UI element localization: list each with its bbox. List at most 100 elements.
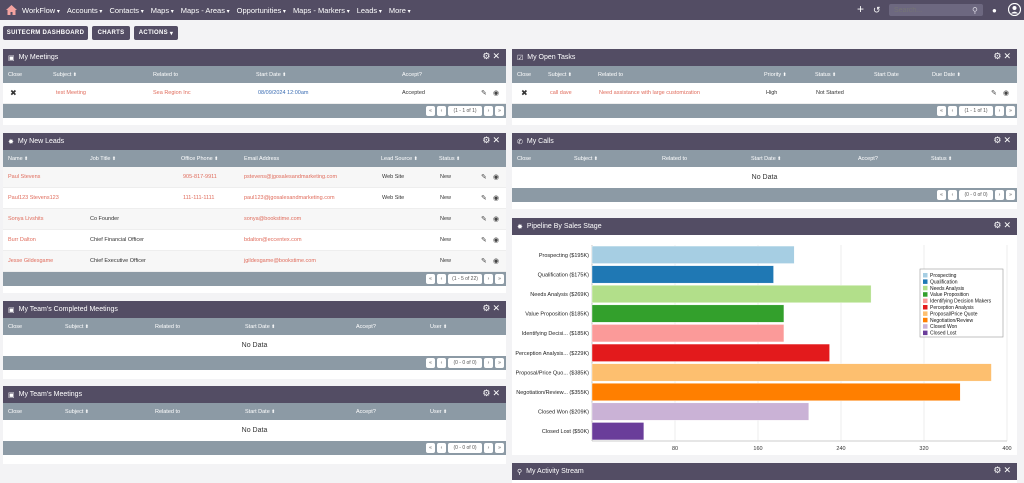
view-icon[interactable]: ◉ [493,174,500,181]
dashlet-controls[interactable]: ⚙✕ [993,220,1013,230]
first-page-button[interactable]: « [937,106,946,116]
last-page-button[interactable]: » [1006,190,1015,200]
prev-page-button[interactable]: ‹ [948,106,957,116]
view-icon[interactable]: ◉ [493,237,500,244]
col-subject[interactable]: Subject [548,72,572,78]
col-lead-source[interactable]: Lead Source [381,156,418,162]
view-icon[interactable]: ◉ [493,90,500,97]
col-subject[interactable]: Subject [65,409,89,415]
col-status[interactable]: Status [815,72,836,78]
col-office-phone[interactable]: Office Phone [181,156,218,162]
dashboard-tab-button[interactable]: SUITECRM DASHBOARD [3,26,88,40]
email-link[interactable]: sonya@bookstime.com [244,216,302,222]
col-name[interactable]: Name [8,156,28,162]
view-icon[interactable]: ◉ [1003,90,1010,97]
last-page-button[interactable]: » [495,443,504,453]
nav-workflow[interactable]: WorkFlow [22,6,60,15]
prev-page-button[interactable]: ‹ [437,443,446,453]
col-subject[interactable]: Subject [65,324,89,330]
history-icon[interactable]: ↺ [873,5,881,15]
nav-maps-markers[interactable]: Maps - Markers [293,6,350,15]
email-link[interactable]: paul123@jgosalesandmarketing.com [244,195,335,201]
dashlet-controls[interactable]: ⚙✕ [482,388,502,398]
last-page-button[interactable]: » [495,358,504,368]
nav-maps-areas[interactable]: Maps - Areas [181,6,230,15]
first-page-button[interactable]: « [426,106,435,116]
nav-maps[interactable]: Maps [151,6,174,15]
prev-page-button[interactable]: ‹ [948,190,957,200]
plus-icon[interactable]: + [857,2,865,16]
col-start-date[interactable]: Start Date [751,156,781,162]
prev-page-button[interactable]: ‹ [437,106,446,116]
last-page-button[interactable]: » [495,274,504,284]
col-job-title[interactable]: Job Title [90,156,116,162]
next-page-button[interactable]: › [484,443,493,453]
dashlet-controls[interactable]: ⚙✕ [482,51,502,61]
edit-icon[interactable]: ✎ [991,90,997,97]
next-page-button[interactable]: › [484,274,493,284]
dashlet-controls[interactable]: ⚙✕ [993,51,1013,61]
view-icon[interactable]: ◉ [493,195,500,202]
search-input[interactable] [889,4,983,16]
dashlet-controls[interactable]: ⚙✕ [482,303,502,313]
office-phone[interactable]: 905-817-9911 [183,174,217,180]
next-page-button[interactable]: › [484,106,493,116]
email-link[interactable]: bdalton@eccentex.com [244,237,302,243]
task-subject-link[interactable]: call dave [550,90,572,96]
next-page-button[interactable]: › [995,190,1004,200]
office-phone[interactable]: 111-111-1111 [183,195,215,201]
edit-icon[interactable]: ✎ [481,195,487,202]
nav-contacts[interactable]: Contacts [109,6,143,15]
view-icon[interactable]: ◉ [493,258,500,265]
close-icon[interactable]: ✖ [10,88,17,98]
first-page-button[interactable]: « [426,358,435,368]
col-priority[interactable]: Priority [764,72,787,78]
lead-name-link[interactable]: Paul123 Stevens123 [8,195,59,201]
charts-button[interactable]: CHARTS [92,26,130,40]
dashlet-controls[interactable]: ⚙✕ [993,465,1013,475]
edit-icon[interactable]: ✎ [481,237,487,244]
col-status[interactable]: Status [439,156,460,162]
related-link[interactable]: Sea Region Inc [153,90,191,96]
dashlet-controls[interactable]: ⚙✕ [993,135,1013,145]
col-start-date[interactable]: Start Date [245,409,275,415]
lead-name-link[interactable]: Jesse Gildesgame [8,258,54,264]
nav-leads[interactable]: Leads [357,6,382,15]
next-page-button[interactable]: › [484,358,493,368]
lead-name-link[interactable]: Sonya Livshits [8,216,44,222]
col-status[interactable]: Status [931,156,952,162]
edit-icon[interactable]: ✎ [481,216,487,223]
view-icon[interactable]: ◉ [493,216,500,223]
col-start-date[interactable]: Start Date [256,72,286,78]
prev-page-button[interactable]: ‹ [437,358,446,368]
lead-name-link[interactable]: Burr Dalton [8,237,36,243]
col-subject[interactable]: Subject [574,156,598,162]
nav-accounts[interactable]: Accounts [67,6,103,15]
dashlet-controls[interactable]: ⚙✕ [482,135,502,145]
col-subject[interactable]: Subject [53,72,77,78]
first-page-button[interactable]: « [426,274,435,284]
col-start-date[interactable]: Start Date [245,324,275,330]
close-icon[interactable]: ✖ [521,88,528,98]
col-due-date[interactable]: Due Date [932,72,961,78]
bell-icon[interactable]: ● [992,6,997,15]
edit-icon[interactable]: ✎ [481,258,487,265]
user-avatar-icon[interactable] [1007,2,1022,19]
first-page-button[interactable]: « [937,190,946,200]
lead-name-link[interactable]: Paul Stevens [8,174,41,180]
home-icon[interactable] [0,5,22,15]
email-link[interactable]: pstevens@jgosalesandmarketing.com [244,174,338,180]
col-user[interactable]: User [430,324,447,330]
nav-more[interactable]: More [389,6,411,15]
actions-button[interactable]: ACTIONS ▾ [134,26,178,40]
last-page-button[interactable]: » [1006,106,1015,116]
first-page-button[interactable]: « [426,443,435,453]
col-user[interactable]: User [430,409,447,415]
search-icon[interactable]: ⚲ [972,6,978,15]
last-page-button[interactable]: » [495,106,504,116]
prev-page-button[interactable]: ‹ [437,274,446,284]
edit-icon[interactable]: ✎ [481,90,487,97]
nav-opportunities[interactable]: Opportunities [237,6,286,15]
edit-icon[interactable]: ✎ [481,174,487,181]
email-link[interactable]: jgildesgame@bookstime.com [244,258,316,264]
